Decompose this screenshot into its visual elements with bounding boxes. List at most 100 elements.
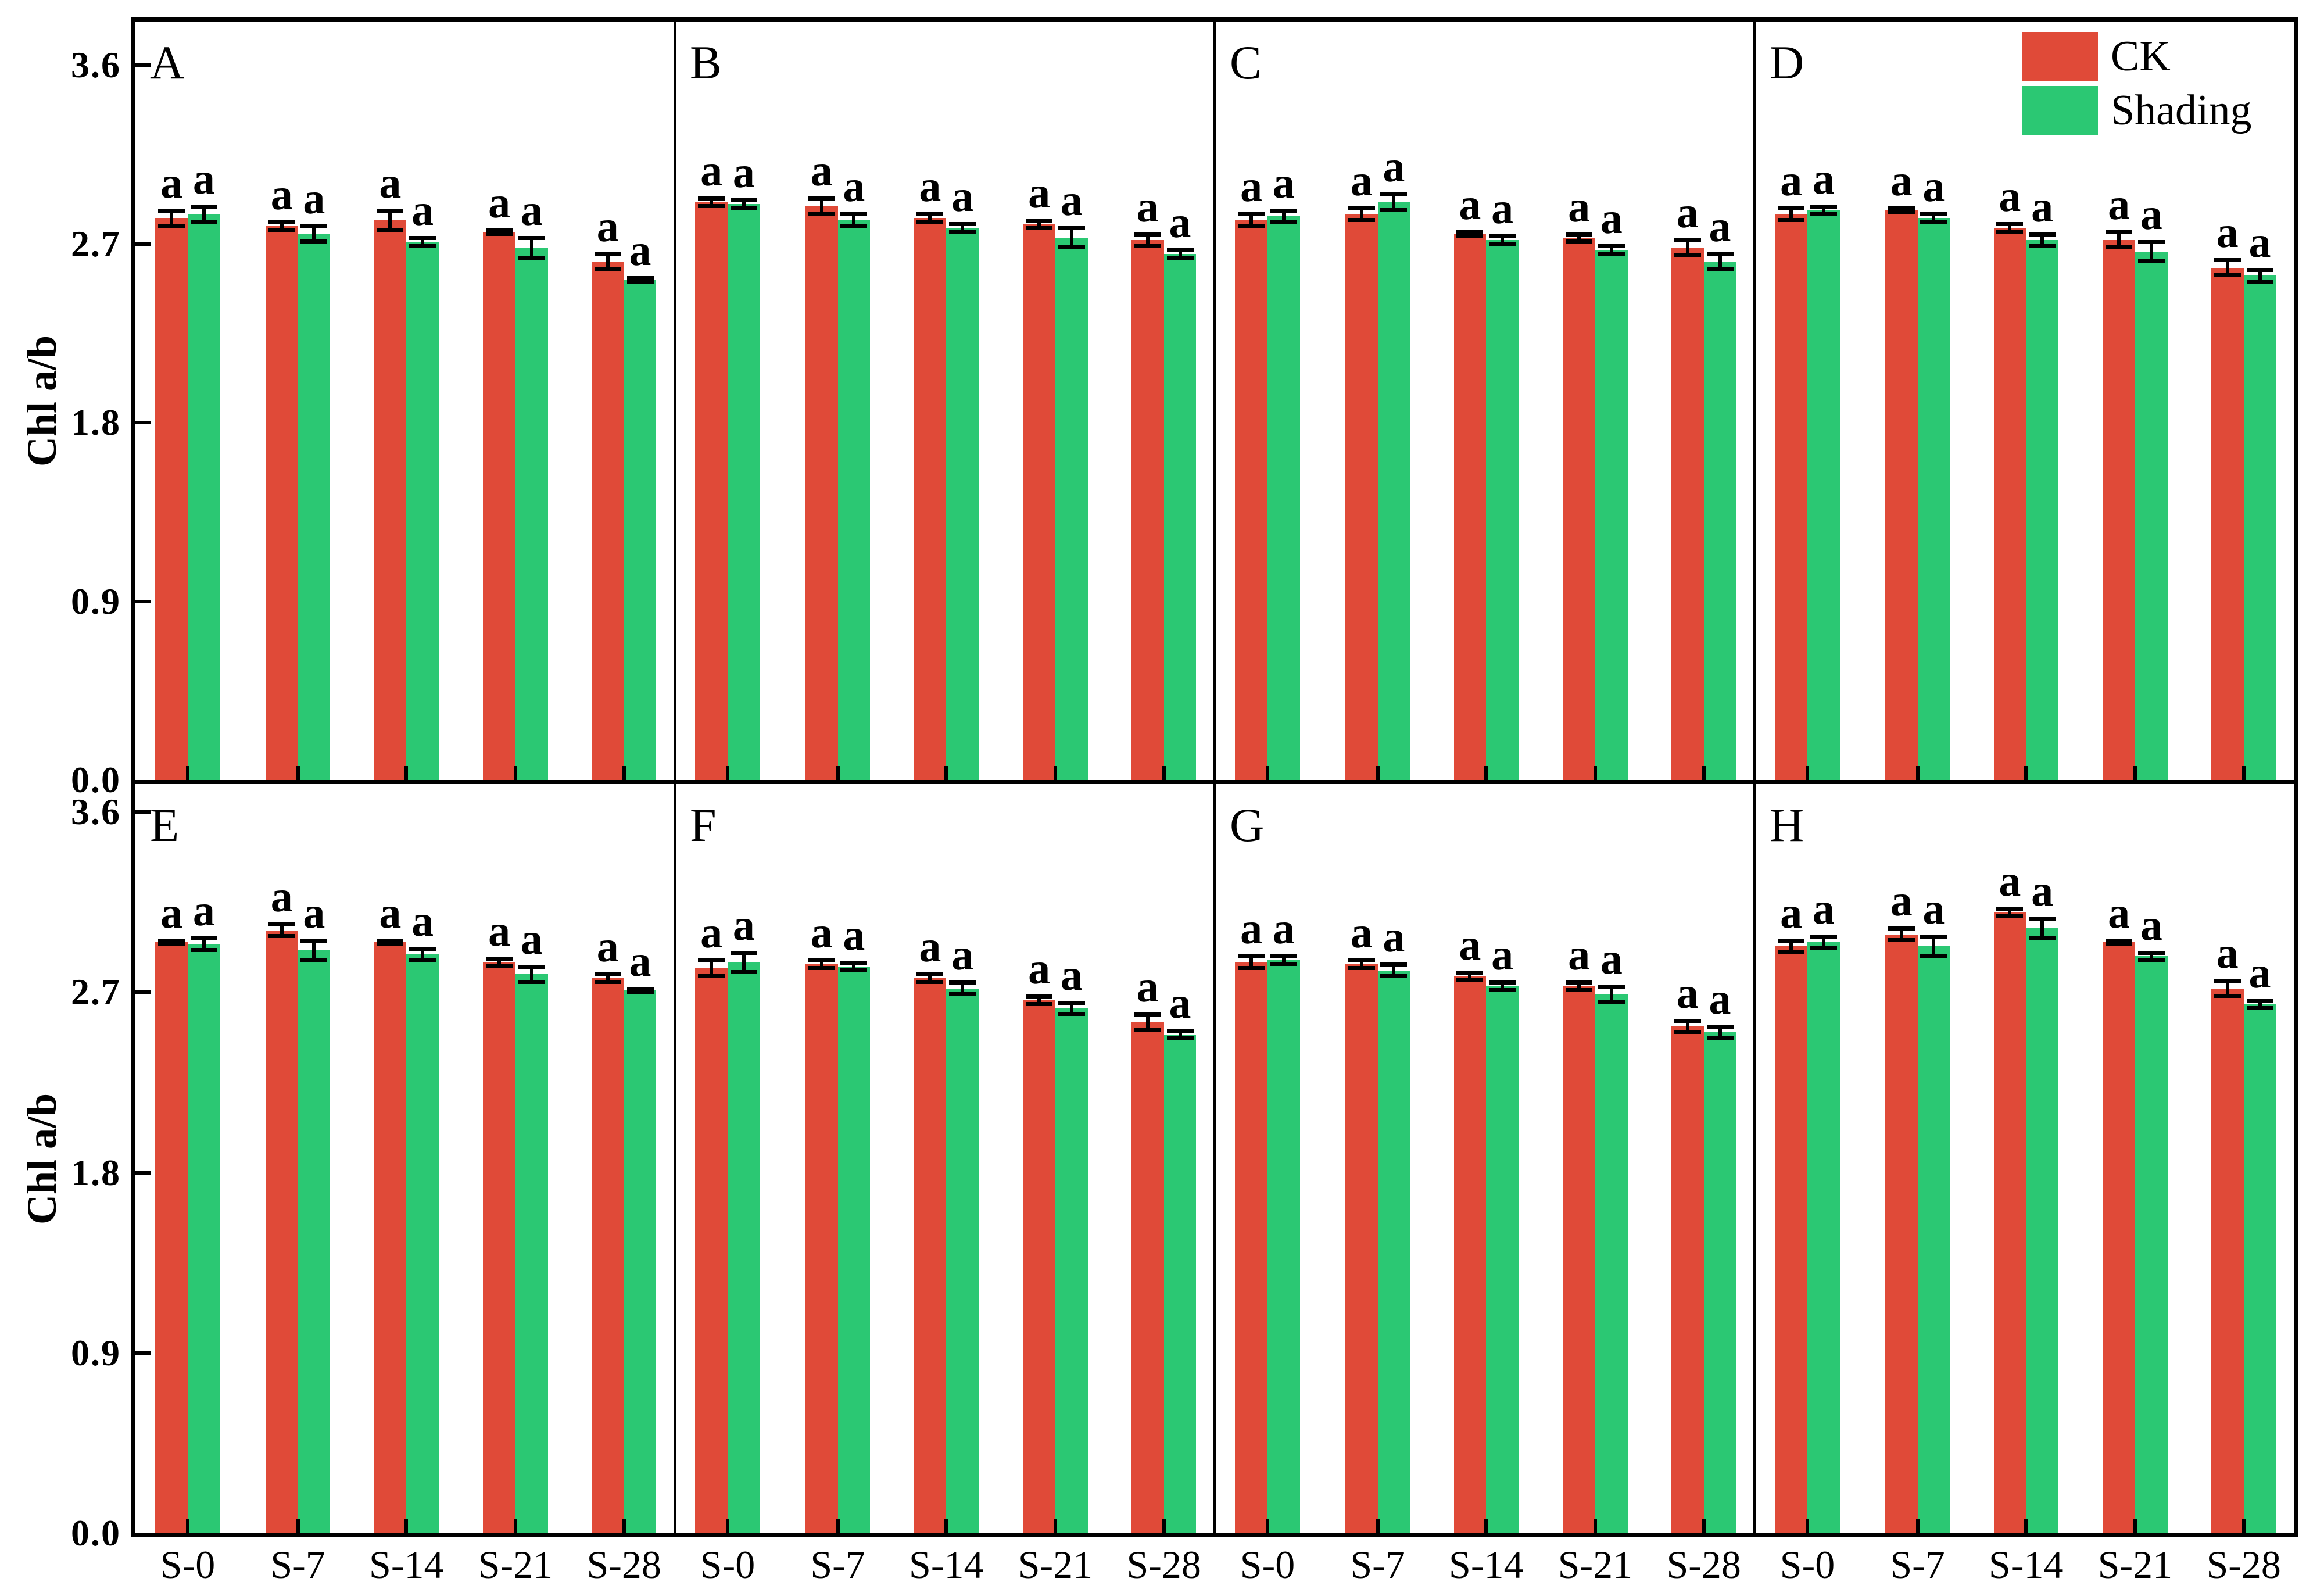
x-tick (622, 1519, 626, 1533)
bar-shading-C-S-0 (1267, 216, 1300, 780)
y-tick-label: 1.8 (71, 1151, 121, 1193)
error-bar (2258, 1000, 2262, 1009)
significance-letter: a (1922, 162, 1945, 212)
error-bar (928, 974, 932, 983)
error-bar (1932, 936, 1936, 957)
x-tick (1053, 1519, 1057, 1533)
y-tick-label: 0.0 (71, 1512, 121, 1554)
significance-letter: a (1350, 908, 1373, 958)
bar-shading-C-S-7 (1377, 202, 1410, 780)
error-bar-cap-bottom (190, 220, 217, 224)
error-bar (819, 198, 823, 214)
bar-ck-G-S-0 (1235, 962, 1268, 1533)
legend-swatch-shading (2022, 86, 2098, 135)
error-bar (1281, 956, 1286, 965)
error-bar-cap-bottom (1348, 217, 1375, 222)
error-bar-cap-bottom (486, 231, 513, 236)
significance-letter: a (411, 186, 434, 235)
error-bar (1069, 1002, 1073, 1015)
significance-letter: a (1136, 962, 1159, 1012)
x-tick (1266, 1519, 1270, 1533)
error-bar-cap-bottom (1566, 988, 1593, 992)
error-bar (312, 226, 316, 242)
bar-shading-E-S-28 (624, 990, 657, 1533)
error-bar-cap-bottom (1598, 251, 1625, 256)
error-bar-cap-top (1996, 906, 2024, 911)
error-bar (421, 948, 425, 961)
error-bar-cap-top (1348, 958, 1375, 963)
bar-ck-H-S-0 (1775, 946, 1808, 1533)
significance-letter: a (596, 202, 619, 251)
error-bar-cap-top (1166, 248, 1194, 252)
significance-letter: a (1890, 156, 1913, 206)
x-category-label: S-7 (1890, 1543, 1945, 1587)
error-bar (1789, 940, 1793, 953)
error-bar (1577, 234, 1581, 242)
error-bar-cap-bottom (1566, 239, 1593, 244)
error-bar-cap-bottom (1920, 220, 1947, 224)
bar-shading-A-S-21 (515, 248, 548, 780)
error-bar (529, 238, 533, 258)
significance-letter: a (520, 914, 543, 964)
error-bar (606, 974, 610, 983)
error-bar-cap-bottom (409, 958, 436, 962)
bar-ck-B-S-14 (914, 218, 947, 780)
significance-letter: a (488, 178, 511, 227)
error-bar-cap-bottom (2029, 936, 2056, 940)
significance-letter: a (488, 906, 511, 956)
bar-shading-F-S-7 (837, 966, 871, 1533)
x-category-label: S-28 (586, 1543, 661, 1587)
bar-shading-D-S-28 (2243, 275, 2276, 780)
x-tick (1702, 1519, 1706, 1533)
significance-letter: a (2108, 888, 2130, 937)
error-bar-cap-top (1706, 1025, 1734, 1029)
error-bar (170, 210, 174, 226)
error-bar (2258, 270, 2262, 282)
bar-shading-G-S-14 (1486, 986, 1519, 1533)
x-tick (2133, 766, 2137, 780)
error-bar-cap-top (1674, 1018, 1701, 1023)
x-category-label: S-21 (1018, 1543, 1093, 1587)
error-bar-cap-bottom (1026, 226, 1053, 230)
error-bar-cap-top (1810, 934, 1837, 939)
x-category-label: S-21 (478, 1543, 553, 1587)
bar-ck-D-S-21 (2103, 239, 2135, 780)
bar-shading-B-S-28 (1163, 253, 1197, 780)
error-bar-cap-top (949, 980, 976, 985)
error-bar-cap-top (949, 222, 976, 227)
error-bar-cap-top (1810, 204, 1837, 209)
error-bar-cap-bottom (1996, 230, 2024, 234)
error-bar (1468, 972, 1472, 980)
error-bar-cap-top (1566, 980, 1593, 985)
error-bar (606, 253, 610, 270)
error-bar-cap-top (2029, 232, 2056, 237)
error-bar-cap-bottom (916, 220, 944, 224)
error-bar-cap-top (1026, 994, 1053, 999)
panel-letter-G: G (1230, 799, 1265, 851)
significance-letter: a (1169, 198, 1191, 247)
bar-shading-A-S-28 (624, 280, 657, 780)
significance-letter: a (303, 888, 325, 937)
error-bar (2008, 224, 2012, 232)
significance-letter: a (919, 162, 941, 212)
x-tick (296, 1519, 300, 1533)
bar-ck-G-S-21 (1563, 986, 1595, 1533)
error-bar (2117, 232, 2121, 248)
error-bar-cap-top (377, 938, 404, 943)
bar-shading-B-S-14 (946, 228, 979, 780)
error-bar (2040, 918, 2044, 939)
x-tick (726, 766, 730, 780)
error-bar-cap-bottom (840, 223, 868, 228)
bar-ck-C-S-21 (1563, 238, 1595, 780)
x-tick (944, 1519, 948, 1533)
error-bar-cap-bottom (1270, 220, 1297, 224)
error-bar-cap-bottom (2214, 994, 2241, 999)
x-tick (1162, 1519, 1166, 1533)
significance-letter: a (2248, 949, 2271, 998)
error-bar (2225, 980, 2229, 997)
bar-ck-A-S-28 (591, 262, 624, 780)
x-tick (1806, 766, 1810, 780)
